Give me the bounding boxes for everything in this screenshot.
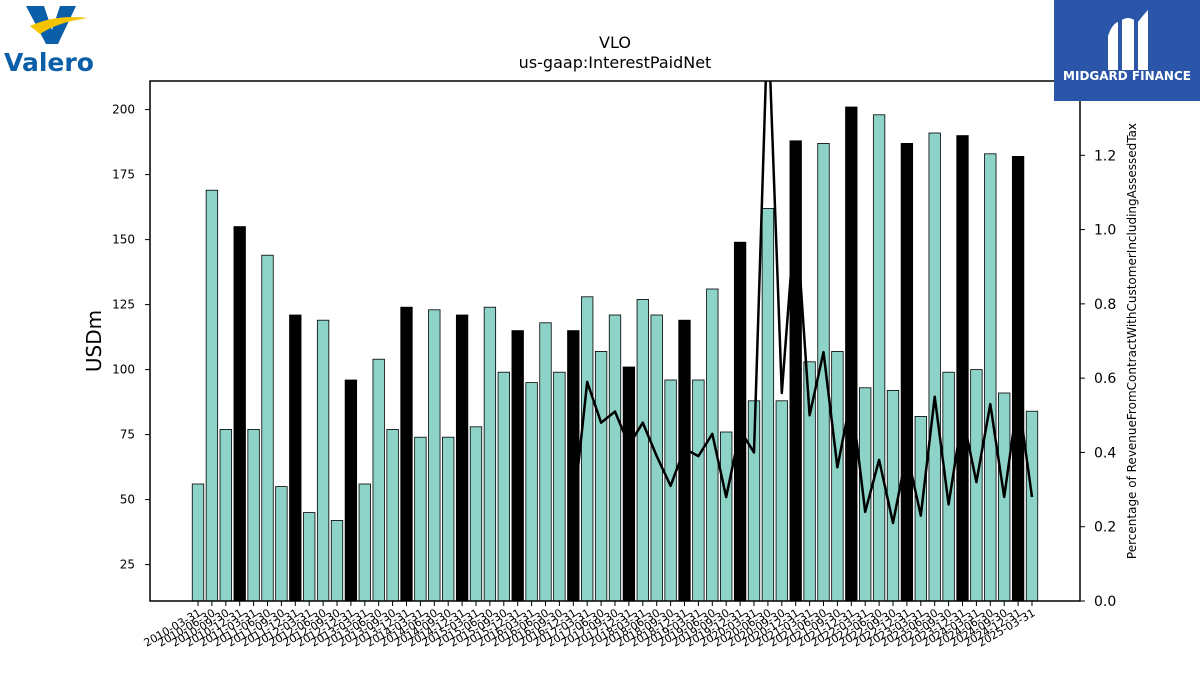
valero-wordmark: Valero bbox=[4, 48, 94, 77]
y2-tick-label: 0.4 bbox=[1094, 445, 1116, 461]
bar-2017-06-30 bbox=[594, 350, 608, 601]
bar-2010-12-31 bbox=[233, 226, 246, 601]
bar-2023-06-30 bbox=[928, 132, 941, 601]
bar-2017-12-31 bbox=[622, 366, 636, 601]
chart-subtitle: us-gaap:InterestPaidNet bbox=[519, 53, 712, 72]
bar-2016-03-31 bbox=[525, 382, 538, 601]
bar-2015-12-31 bbox=[511, 330, 524, 601]
bar-2012-03-31 bbox=[303, 512, 316, 601]
y2-tick-label: 0.0 bbox=[1094, 594, 1116, 610]
y-tick-label: 125 bbox=[112, 298, 135, 312]
bar-series bbox=[191, 106, 1039, 601]
y-tick-label: 50 bbox=[120, 493, 135, 507]
bar-2020-12-31 bbox=[789, 140, 802, 601]
bar-2019-12-31 bbox=[733, 241, 747, 601]
y-tick-label: 25 bbox=[120, 558, 135, 572]
line-series bbox=[572, 81, 1034, 525]
y-tick-label: 175 bbox=[112, 168, 135, 182]
bar-2019-03-31 bbox=[692, 379, 705, 601]
chart-title: VLO bbox=[599, 33, 631, 52]
bar-2013-06-30 bbox=[372, 358, 385, 601]
bar-2020-09-30 bbox=[775, 400, 788, 601]
bar-2017-09-30 bbox=[608, 314, 622, 601]
bar-2015-06-30 bbox=[483, 306, 497, 601]
y-tick-label: 75 bbox=[120, 428, 135, 442]
y2-tick-label: 0.2 bbox=[1094, 520, 1116, 536]
bar-2023-12-31 bbox=[956, 135, 969, 601]
bar-2024-06-30 bbox=[984, 153, 997, 601]
bar-2012-09-30 bbox=[330, 520, 344, 601]
y-axis-label: USDm bbox=[82, 310, 106, 372]
y-tick-label: 150 bbox=[112, 233, 135, 247]
y2-tick-label: 0.8 bbox=[1094, 297, 1116, 313]
bar-2011-12-31 bbox=[289, 314, 302, 601]
bar-2017-03-31 bbox=[581, 296, 594, 601]
valero-swoosh-icon bbox=[30, 17, 88, 34]
bar-2015-09-30 bbox=[497, 371, 510, 601]
y-axis-left: 25 50 75 100 125 150 175 200 bbox=[112, 103, 150, 572]
bar-2024-12-31 bbox=[1011, 155, 1025, 601]
bar-2012-06-30 bbox=[316, 319, 330, 601]
midgard-finance-logo: MIDGARD FINANCE bbox=[1054, 0, 1200, 101]
valero-v-icon bbox=[26, 6, 76, 44]
bar-2014-09-30 bbox=[442, 436, 455, 601]
y2-tick-label: 0.6 bbox=[1094, 371, 1116, 387]
midgard-emblem-icon bbox=[1108, 10, 1148, 70]
y-axis-right: 0.0 0.2 0.4 0.6 0.8 1.0 1.2 bbox=[1080, 148, 1116, 610]
bar-2011-03-31 bbox=[247, 428, 260, 601]
bar-2016-09-30 bbox=[553, 371, 566, 601]
bar-2014-12-31 bbox=[455, 314, 469, 601]
y-tick-label: 100 bbox=[112, 363, 135, 377]
bar-2010-09-30 bbox=[219, 428, 232, 601]
y2-tick-label: 1.0 bbox=[1094, 223, 1116, 239]
bar-2021-09-30 bbox=[831, 350, 844, 601]
bar-2022-09-30 bbox=[886, 389, 900, 601]
bar-2024-03-31 bbox=[970, 369, 983, 601]
bar-2022-06-30 bbox=[872, 114, 886, 601]
bar-2025-03-31 bbox=[1025, 410, 1039, 601]
bar-2016-06-30 bbox=[539, 322, 552, 601]
bar-2019-09-30 bbox=[720, 431, 733, 601]
bar-2018-09-30 bbox=[664, 379, 677, 601]
bar-2011-06-30 bbox=[261, 254, 274, 601]
bar-2018-03-31 bbox=[636, 298, 649, 601]
y-tick-label: 200 bbox=[112, 103, 135, 117]
ratio-line bbox=[572, 81, 1034, 525]
bar-2023-09-30 bbox=[942, 371, 955, 601]
y2-axis-label: Percentage of RevenueFromContractWithCus… bbox=[1125, 123, 1139, 559]
bar-2010-06-30 bbox=[205, 189, 219, 601]
bar-2019-06-30 bbox=[706, 288, 719, 601]
bar-2015-03-31 bbox=[469, 426, 483, 601]
bar-2011-09-30 bbox=[275, 486, 288, 601]
valero-logo: Valero bbox=[4, 6, 94, 77]
y2-tick-label: 1.2 bbox=[1094, 148, 1116, 164]
bar-2014-03-31 bbox=[414, 436, 427, 601]
bar-2022-12-31 bbox=[900, 142, 914, 601]
bar-2013-12-31 bbox=[400, 306, 413, 601]
bar-2013-03-31 bbox=[358, 483, 371, 601]
bar-2021-06-30 bbox=[817, 142, 830, 601]
x-axis: 2010-03-312010-06-302010-09-302010-12-31… bbox=[142, 601, 1038, 650]
bar-2021-12-31 bbox=[845, 106, 858, 601]
bar-2012-12-31 bbox=[344, 379, 358, 601]
bar-2020-06-30 bbox=[761, 207, 775, 601]
midgard-wordmark: MIDGARD FINANCE bbox=[1063, 69, 1191, 83]
bar-2013-09-30 bbox=[386, 428, 399, 601]
bar-2010-03-31 bbox=[191, 483, 205, 601]
bar-2014-06-30 bbox=[428, 309, 441, 601]
